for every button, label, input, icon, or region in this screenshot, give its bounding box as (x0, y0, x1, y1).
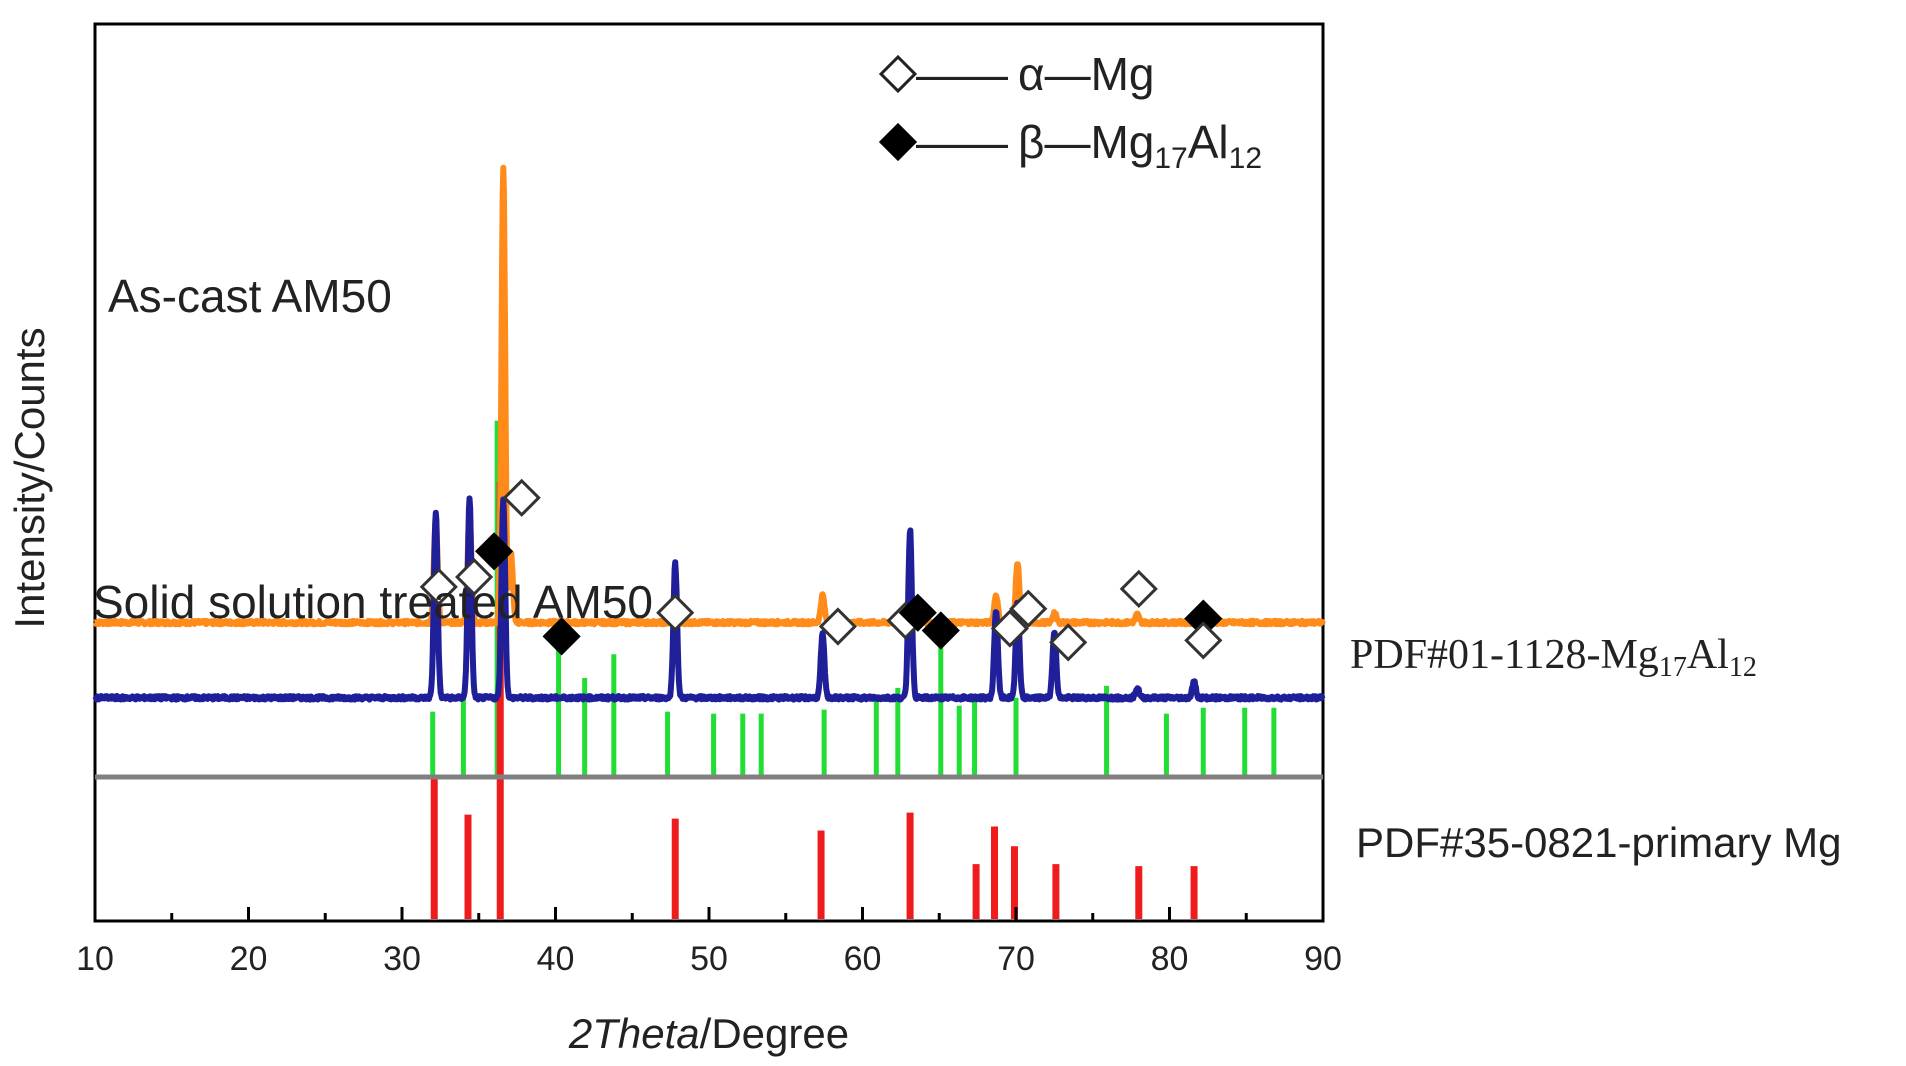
legend-beta-symbol (878, 122, 918, 162)
series-label-solid-solution: Solid solution treated AM50 (93, 576, 653, 628)
ref-label-mg17al12-sub1: 17 (1659, 652, 1687, 683)
x-tick-label-20: 20 (230, 940, 268, 978)
marker-alpha-Mg-12 (1009, 589, 1048, 628)
legend-beta-dash: —— (916, 116, 1008, 168)
legend-alpha-text: —— α—Mg (916, 48, 1155, 100)
marker-beta-Mg17Al12-9 (898, 593, 937, 632)
marker-alpha-Mg-15 (1184, 621, 1223, 660)
y-axis-label: Intensity/Counts (6, 327, 53, 628)
legend-beta-text: —— β—Mg17Al12 (916, 116, 1262, 175)
legend-alpha-dash: —— (916, 48, 1008, 100)
x-axis-label-rest: /Degree (700, 1010, 849, 1057)
marker-alpha-Mg-11 (990, 609, 1029, 648)
marker-beta-Mg17Al12-14 (1184, 599, 1223, 638)
series-label-as-cast: As-cast AM50 (108, 270, 392, 322)
marker-alpha-Mg-7 (818, 607, 857, 646)
ref-label-mg17al12-mid: Al (1687, 632, 1729, 678)
legend-alpha-greek: α (1018, 48, 1045, 100)
marker-alpha-Mg-0 (419, 567, 458, 606)
series-line-0 (92, 164, 1326, 628)
legend-beta-rest: —Mg (1044, 116, 1154, 168)
marker-alpha-Mg-4 (1119, 569, 1158, 608)
x-axis-ticks: 10 20 30 40 50 60 70 80 90 (76, 907, 1342, 978)
x-tick-label-10: 10 (76, 940, 114, 978)
ref-label-mg17al12-sub2: 12 (1729, 652, 1757, 683)
x-axis-label: 2Theta/Degree (568, 1010, 849, 1057)
marker-alpha-Mg-1 (455, 557, 494, 597)
marker-alpha-Mg-6 (656, 593, 695, 632)
x-tick-label-40: 40 (537, 940, 575, 978)
x-tick-label-80: 80 (1151, 940, 1189, 978)
ref-label-primary-mg: PDF#35-0821-primary Mg (1356, 819, 1842, 866)
measured-patterns (92, 164, 1326, 703)
phase-markers (419, 478, 1223, 662)
legend-alpha-rest: —Mg (1045, 48, 1155, 100)
x-tick-label-60: 60 (844, 940, 882, 978)
marker-alpha-Mg-13 (1049, 623, 1088, 662)
marker-beta-Mg17Al12-10 (921, 611, 960, 650)
series-line-1 (92, 495, 1326, 703)
x-tick-label-90: 90 (1304, 940, 1342, 978)
ref-label-mg17al12: PDF#01-1128-Mg17Al12 (1350, 632, 1757, 683)
x-tick-label-30: 30 (383, 940, 421, 978)
marker-alpha-Mg-3 (502, 478, 541, 517)
reference-patterns (430, 420, 1277, 919)
ref-label-mg17al12-prefix: PDF#01-1128-Mg (1350, 632, 1659, 678)
x-tick-label-50: 50 (690, 940, 728, 978)
legend-beta-mid: Al (1188, 116, 1229, 168)
legend-beta-sub1: 17 (1154, 142, 1187, 175)
legend-beta-greek: β (1018, 116, 1044, 168)
legend: —— α—Mg —— β—Mg17Al12 (878, 48, 1262, 175)
marker-beta-Mg17Al12-2 (475, 532, 514, 571)
x-axis-label-italic: 2Theta (568, 1010, 700, 1057)
marker-beta-Mg17Al12-5 (542, 617, 581, 656)
x-tick-label-70: 70 (997, 940, 1035, 978)
legend-alpha-symbol (878, 54, 918, 94)
legend-beta-sub2: 12 (1229, 142, 1262, 175)
